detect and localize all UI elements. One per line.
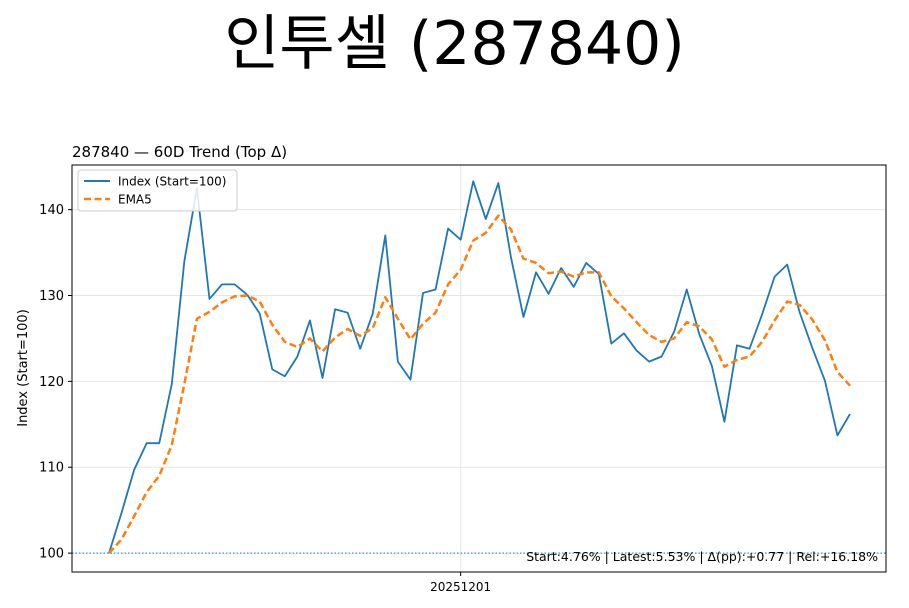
y-tick-label: 130 xyxy=(39,289,64,304)
y-tick-label: 140 xyxy=(39,203,64,218)
legend-label-ema5: EMA5 xyxy=(118,193,152,207)
y-tick-label: 100 xyxy=(39,547,64,562)
page-title: 인투셀 (287840) xyxy=(224,9,685,79)
y-axis-label: Index (Start=100) xyxy=(16,309,31,427)
stats-annotation: Start:4.76% | Latest:5.53% | Δ(pp):+0.77… xyxy=(526,549,878,564)
legend: Index (Start=100) EMA5 xyxy=(77,169,238,212)
axes: 100 110 120 130 140 20251201 xyxy=(39,203,491,594)
y-tick-label: 110 xyxy=(39,461,64,476)
legend-box xyxy=(77,169,238,212)
plot-frame xyxy=(71,164,887,573)
legend-label-index: Index (Start=100) xyxy=(118,175,227,189)
chart-title: 287840 — 60D Trend (Top Δ) xyxy=(72,143,287,161)
series-layer xyxy=(108,180,851,554)
series-line-index xyxy=(108,180,851,554)
series-line-ema5 xyxy=(108,214,851,554)
x-tick-label: 20251201 xyxy=(430,580,491,594)
y-tick-label: 120 xyxy=(39,375,64,390)
grid xyxy=(72,165,886,572)
